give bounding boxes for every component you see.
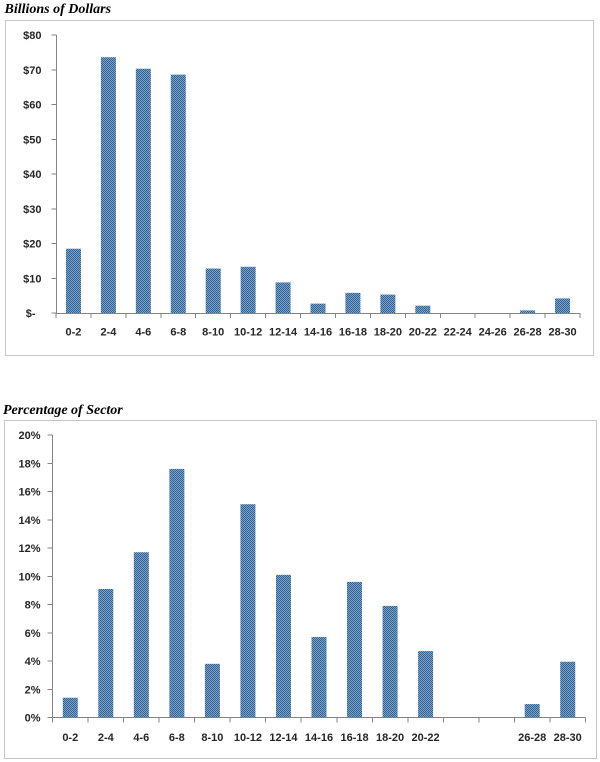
svg-text:12-14: 12-14	[269, 732, 298, 744]
svg-text:6-8: 6-8	[169, 732, 185, 744]
svg-text:20-22: 20-22	[409, 327, 437, 339]
svg-text:22-24: 22-24	[444, 327, 473, 339]
svg-text:16-18: 16-18	[339, 327, 367, 339]
svg-text:8%: 8%	[25, 600, 41, 612]
svg-text:0-2: 0-2	[62, 732, 78, 744]
svg-text:24-26: 24-26	[479, 327, 507, 339]
svg-text:2-4: 2-4	[98, 732, 115, 744]
svg-text:26-28: 26-28	[514, 327, 542, 339]
svg-text:8-10: 8-10	[202, 327, 224, 339]
svg-text:Percentage of Sector: Percentage of Sector	[3, 403, 123, 418]
svg-text:$50: $50	[23, 134, 41, 146]
svg-text:26-28: 26-28	[518, 732, 546, 744]
svg-text:8-10: 8-10	[201, 732, 223, 744]
svg-text:28-30: 28-30	[554, 732, 582, 744]
svg-text:$40: $40	[23, 169, 41, 181]
svg-text:28-30: 28-30	[548, 327, 576, 339]
svg-text:4-6: 4-6	[135, 327, 151, 339]
svg-text:$80: $80	[23, 30, 41, 42]
svg-text:14-16: 14-16	[304, 327, 332, 339]
svg-text:4%: 4%	[25, 656, 41, 668]
svg-text:10-12: 10-12	[234, 327, 262, 339]
svg-text:$-: $-	[26, 308, 36, 320]
svg-text:18%: 18%	[18, 458, 40, 470]
svg-text:18-20: 18-20	[376, 732, 404, 744]
svg-text:$70: $70	[23, 65, 41, 77]
svg-text:12-14: 12-14	[269, 327, 298, 339]
svg-text:10%: 10%	[18, 571, 40, 583]
svg-text:20-22: 20-22	[412, 732, 440, 744]
svg-text:Billions of Dollars: Billions of Dollars	[4, 2, 112, 17]
svg-text:$30: $30	[23, 204, 41, 216]
svg-text:$60: $60	[23, 100, 41, 112]
svg-text:20%: 20%	[18, 430, 40, 442]
svg-text:12%: 12%	[18, 543, 40, 555]
svg-text:0%: 0%	[25, 713, 41, 725]
svg-text:16-18: 16-18	[340, 732, 368, 744]
svg-text:16%: 16%	[18, 487, 40, 499]
svg-text:$10: $10	[23, 273, 41, 285]
svg-text:10-12: 10-12	[234, 732, 262, 744]
svg-text:4-6: 4-6	[133, 732, 149, 744]
svg-text:6-8: 6-8	[170, 327, 186, 339]
svg-text:14-16: 14-16	[305, 732, 333, 744]
svg-text:2%: 2%	[25, 684, 41, 696]
svg-text:$20: $20	[23, 239, 41, 251]
svg-text:2-4: 2-4	[100, 327, 117, 339]
svg-text:18-20: 18-20	[374, 327, 402, 339]
svg-text:14%: 14%	[18, 515, 40, 527]
svg-text:6%: 6%	[25, 628, 41, 640]
svg-text:0-2: 0-2	[66, 327, 82, 339]
